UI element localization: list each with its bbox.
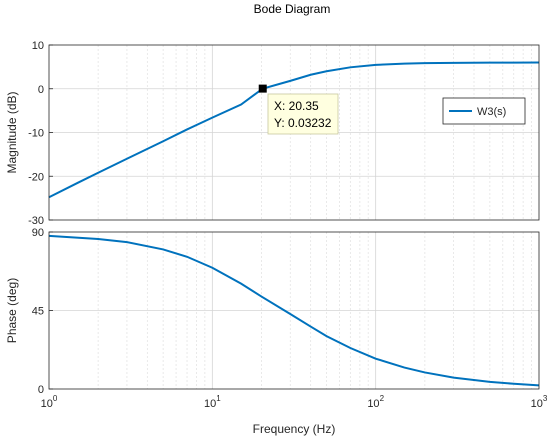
magnitude-series-line <box>48 61 540 199</box>
datatip-y-text: Y: 0.03232 <box>274 116 332 130</box>
phase-axes-box <box>48 231 540 390</box>
magnitude-axes-box <box>48 44 540 221</box>
x-tick-label: 100 <box>41 394 58 410</box>
magnitude-y-axis-label: Magnitude (dB) <box>5 91 19 173</box>
y-tick-label: -20 <box>28 171 44 183</box>
datatip-x-text: X: 20.35 <box>274 99 319 113</box>
y-tick-label: 0 <box>38 384 44 396</box>
magnitude-panel: 10 0 -10 -20 -30 Magnitude (dB) W3(s) X: 20.… <box>5 40 540 227</box>
phase-y-axis-label: Phase (deg) <box>5 278 19 343</box>
legend-entry-w3: W3(s) <box>477 106 506 118</box>
y-tick-label: -10 <box>28 128 44 140</box>
phase-grid <box>49 232 539 389</box>
chart-title: Bode Diagram <box>254 2 331 16</box>
x-tick-label: 101 <box>204 394 221 410</box>
y-tick-label: 45 <box>32 306 44 318</box>
phase-series-line <box>48 234 540 387</box>
datatip[interactable]: X: 20.35 Y: 0.03232 <box>258 84 339 135</box>
x-axis-tick-labels: 100 101 102 103 <box>41 394 548 410</box>
y-tick-label: -30 <box>28 215 44 227</box>
datatip-box <box>267 93 339 135</box>
phase-panel: 90 45 0 Phase (deg) <box>5 227 540 396</box>
x-tick-label: 103 <box>531 394 548 410</box>
y-tick-label: 0 <box>38 84 44 96</box>
phase-y-ticks: 90 45 0 <box>32 227 53 396</box>
datatip-marker[interactable] <box>258 84 267 93</box>
magnitude-y-ticks: 10 0 -10 -20 -30 <box>28 40 53 227</box>
legend: W3(s) <box>442 97 526 125</box>
y-tick-label: 10 <box>32 40 44 52</box>
x-axis-label: Frequency (Hz) <box>253 422 336 436</box>
x-tick-label: 102 <box>367 394 384 410</box>
y-tick-label: 90 <box>32 227 44 239</box>
